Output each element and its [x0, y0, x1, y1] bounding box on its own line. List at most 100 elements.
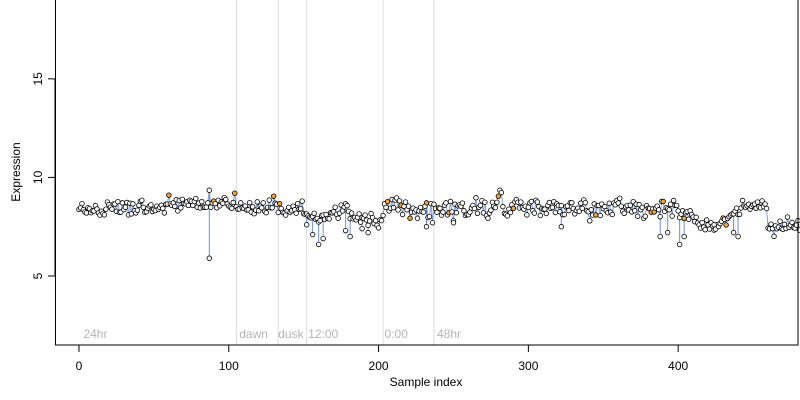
data-point-78: [193, 195, 199, 202]
data-point-29: [119, 200, 126, 206]
data-point-216: [399, 211, 406, 218]
data-point-373: [635, 213, 641, 219]
data-point-42: [139, 197, 145, 203]
data-point-157: [311, 210, 317, 217]
data-point-171: [332, 204, 338, 210]
data-point-419: [703, 217, 710, 223]
data-point-122: [259, 205, 265, 211]
spike-point-0: [206, 255, 212, 261]
x-tick-label-4: 400: [668, 359, 688, 373]
y-axis-title: Expression: [9, 142, 23, 201]
period-label-4: 0:00: [385, 327, 409, 341]
data-point-441: [736, 211, 743, 217]
data-point-348: [597, 212, 603, 219]
x-tick-label-3: 300: [518, 359, 538, 373]
data-point-312: [543, 210, 550, 217]
data-point-275: [488, 207, 494, 213]
spike-point-1: [303, 222, 310, 228]
data-point-268: [477, 202, 484, 209]
spike-point-11: [558, 224, 565, 230]
data-point-257: [461, 208, 467, 214]
data-point-133: [275, 209, 281, 216]
data-point-191: [362, 212, 368, 218]
data-point-5: [83, 210, 90, 216]
spike-point-18: [735, 233, 741, 240]
data-point-36: [130, 201, 136, 207]
data-point-64: [172, 203, 178, 210]
data-point-338: [582, 199, 588, 206]
data-point-31: [122, 204, 129, 210]
y-tick-label-0: 5: [31, 272, 45, 279]
data-point-453: [754, 199, 761, 205]
data-point-182: [348, 210, 355, 216]
data-point-108: [238, 200, 244, 206]
spike-point-9: [423, 224, 430, 230]
data-point-412: [693, 214, 699, 220]
data-point-397: [670, 197, 677, 204]
data-point-17: [101, 212, 108, 218]
x-axis: 0 100 200 300 400: [76, 344, 688, 373]
plot-background: [55, 0, 798, 345]
data-point-360: [615, 200, 621, 206]
data-point-368: [627, 202, 633, 208]
data-point-443: [739, 197, 746, 204]
data-point-206: [384, 198, 391, 205]
data-point-459: [763, 205, 770, 212]
data-point-248: [447, 198, 454, 205]
data-point-316: [549, 204, 556, 211]
data-point-57: [161, 210, 168, 216]
data-point-300: [525, 204, 532, 210]
data-point-114: [247, 199, 253, 206]
data-point-129: [269, 205, 275, 211]
y-axis: 5 10 15: [31, 72, 56, 279]
data-point-241: [437, 205, 443, 212]
data-point-387: [655, 207, 662, 213]
data-point-66: [175, 208, 181, 214]
spike-point-15: [681, 233, 687, 240]
data-point-288: [507, 209, 514, 216]
data-point-462: [768, 221, 774, 227]
data-point-264: [471, 205, 478, 212]
data-point-243: [440, 209, 446, 215]
period-label-2: dusk: [278, 327, 304, 341]
data-point-407: [685, 216, 692, 222]
spike-point-14: [676, 241, 683, 248]
spike-point-6: [347, 233, 353, 240]
data-point-103: [230, 199, 236, 206]
data-point-394: [666, 207, 672, 213]
data-point-104: [232, 190, 238, 196]
data-point-266: [474, 210, 481, 217]
data-point-476: [789, 219, 795, 226]
data-point-306: [534, 199, 541, 205]
spike-point-10: [450, 220, 457, 226]
x-axis-title: Sample index: [390, 375, 463, 389]
data-point-146: [294, 200, 301, 207]
data-point-249: [449, 209, 455, 215]
data-point-18: [103, 206, 109, 212]
data-point-327: [566, 207, 572, 214]
data-point-221: [407, 215, 413, 221]
data-point-203: [380, 212, 386, 219]
data-point-87: [206, 187, 212, 193]
spike-point-2: [309, 231, 316, 238]
connector-line-235: [430, 203, 433, 223]
period-label-0: 24hr: [83, 327, 107, 341]
data-point-283: [500, 203, 506, 210]
y-tick-label-2: 15: [31, 72, 45, 86]
data-point-473: [784, 214, 791, 220]
spike-point-17: [730, 229, 737, 236]
spike-point-3: [315, 241, 322, 248]
data-point-245: [443, 200, 449, 206]
data-point-388: [657, 213, 663, 220]
data-point-39: [134, 207, 141, 213]
data-point-439: [733, 205, 740, 211]
data-point-341: [587, 218, 593, 224]
data-point-279: [494, 199, 500, 205]
data-point-458: [762, 201, 768, 207]
x-tick-label-2: 200: [369, 359, 389, 373]
spike-point-7: [359, 225, 365, 232]
data-point-390: [660, 198, 666, 205]
data-point-416: [699, 219, 705, 226]
data-point-322: [558, 202, 565, 209]
data-point-286: [504, 213, 511, 219]
